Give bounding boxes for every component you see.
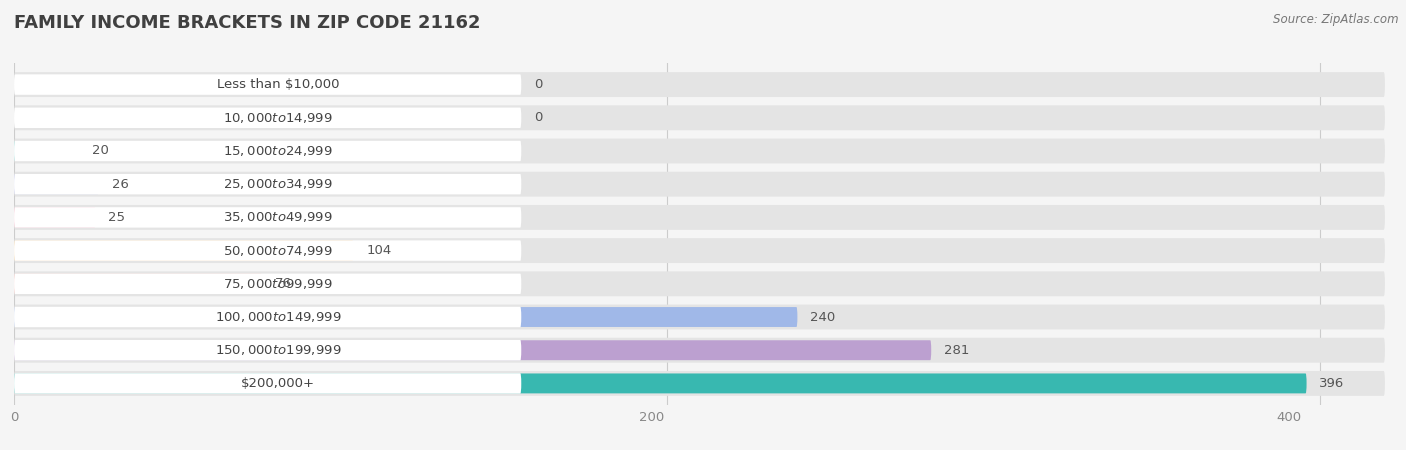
Text: 396: 396 — [1319, 377, 1344, 390]
FancyBboxPatch shape — [14, 271, 1385, 296]
Text: FAMILY INCOME BRACKETS IN ZIP CODE 21162: FAMILY INCOME BRACKETS IN ZIP CODE 21162 — [14, 14, 481, 32]
FancyBboxPatch shape — [14, 274, 262, 294]
FancyBboxPatch shape — [14, 241, 353, 261]
FancyBboxPatch shape — [14, 108, 522, 128]
FancyBboxPatch shape — [14, 172, 1385, 197]
FancyBboxPatch shape — [14, 238, 1385, 263]
FancyBboxPatch shape — [14, 139, 1385, 163]
FancyBboxPatch shape — [14, 207, 522, 228]
Text: $200,000+: $200,000+ — [240, 377, 315, 390]
Text: $25,000 to $34,999: $25,000 to $34,999 — [224, 177, 333, 191]
FancyBboxPatch shape — [14, 307, 522, 327]
Text: $150,000 to $199,999: $150,000 to $199,999 — [215, 343, 342, 357]
Text: $10,000 to $14,999: $10,000 to $14,999 — [224, 111, 333, 125]
Text: 26: 26 — [111, 178, 128, 191]
FancyBboxPatch shape — [14, 340, 931, 360]
FancyBboxPatch shape — [14, 74, 522, 95]
FancyBboxPatch shape — [14, 274, 522, 294]
FancyBboxPatch shape — [14, 174, 522, 194]
Text: 0: 0 — [534, 111, 543, 124]
FancyBboxPatch shape — [14, 338, 1385, 363]
Text: Less than $10,000: Less than $10,000 — [217, 78, 339, 91]
FancyBboxPatch shape — [14, 240, 522, 261]
FancyBboxPatch shape — [14, 141, 522, 161]
FancyBboxPatch shape — [14, 174, 98, 194]
FancyBboxPatch shape — [14, 340, 522, 360]
FancyBboxPatch shape — [14, 141, 79, 161]
Text: $15,000 to $24,999: $15,000 to $24,999 — [224, 144, 333, 158]
FancyBboxPatch shape — [14, 72, 1385, 97]
FancyBboxPatch shape — [14, 205, 1385, 230]
FancyBboxPatch shape — [14, 207, 96, 227]
Text: $35,000 to $49,999: $35,000 to $49,999 — [224, 211, 333, 225]
FancyBboxPatch shape — [14, 307, 797, 327]
FancyBboxPatch shape — [14, 374, 1306, 393]
Text: 240: 240 — [810, 310, 835, 324]
FancyBboxPatch shape — [14, 371, 1385, 396]
FancyBboxPatch shape — [14, 305, 1385, 329]
FancyBboxPatch shape — [14, 105, 1385, 130]
Text: $75,000 to $99,999: $75,000 to $99,999 — [224, 277, 333, 291]
Text: 104: 104 — [366, 244, 391, 257]
Text: 0: 0 — [534, 78, 543, 91]
Text: $100,000 to $149,999: $100,000 to $149,999 — [215, 310, 342, 324]
Text: 76: 76 — [274, 277, 292, 290]
Text: 25: 25 — [108, 211, 125, 224]
Text: Source: ZipAtlas.com: Source: ZipAtlas.com — [1274, 14, 1399, 27]
Text: 20: 20 — [91, 144, 110, 158]
Text: $50,000 to $74,999: $50,000 to $74,999 — [224, 243, 333, 257]
Text: 281: 281 — [943, 344, 969, 357]
FancyBboxPatch shape — [14, 373, 522, 394]
